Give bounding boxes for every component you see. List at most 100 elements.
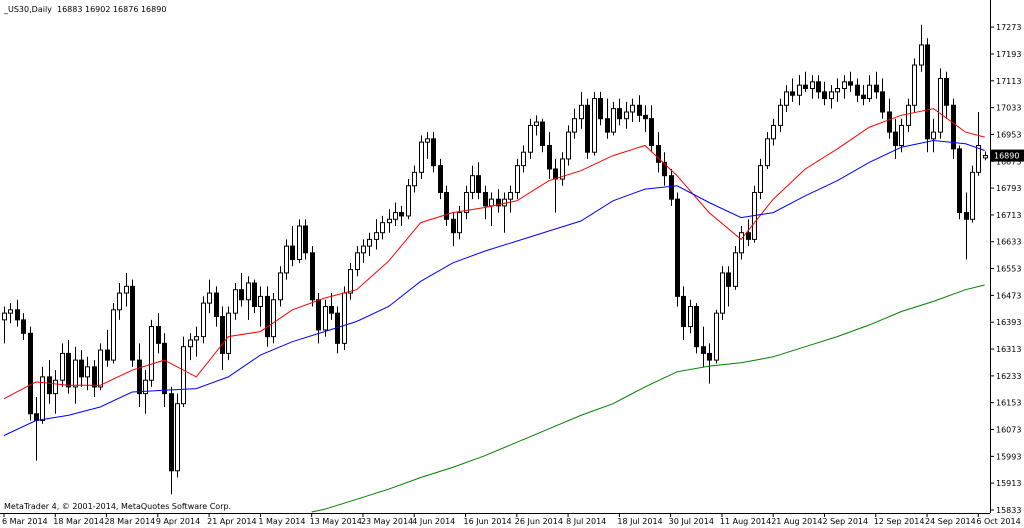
y-tick-label: 16313 xyxy=(996,345,1021,354)
x-tick-label: 6 Mar 2014 xyxy=(2,517,48,526)
y-tick-label: 16953 xyxy=(996,130,1021,139)
candle-body-up xyxy=(528,124,533,153)
x-tick-label: 2 Sep 2014 xyxy=(822,517,868,526)
candle-body-up xyxy=(867,84,872,100)
candle-body-up xyxy=(521,151,526,167)
candle-body-down xyxy=(265,295,270,338)
candle-body-up xyxy=(124,285,129,294)
candle-body-down xyxy=(790,91,795,96)
candle-body-up xyxy=(976,145,981,173)
candle-body-up xyxy=(508,191,513,200)
candle-body-down xyxy=(887,111,892,133)
candle-body-down xyxy=(585,104,590,153)
candle-body-down xyxy=(681,295,686,328)
y-tick-label: 16073 xyxy=(996,426,1021,435)
candle-body-down xyxy=(34,413,39,421)
candle-body-down xyxy=(431,138,436,167)
candle-body-up xyxy=(829,91,834,100)
candle-body-up xyxy=(899,124,904,147)
candle-body-up xyxy=(40,376,45,421)
candle-body-up xyxy=(8,309,13,314)
y-tick-label: 17113 xyxy=(996,77,1021,86)
candle-body-down xyxy=(848,81,853,86)
candle-body-down xyxy=(130,285,135,361)
candle-body-up xyxy=(771,124,776,140)
candle-body-down xyxy=(252,282,257,307)
candle-body-up xyxy=(98,349,103,388)
y-tick-label: 16473 xyxy=(996,291,1021,300)
candle-body-down xyxy=(15,309,20,321)
candle-body-up xyxy=(53,379,58,395)
candle-body-down xyxy=(964,212,969,220)
candle-body-up xyxy=(784,91,789,106)
y-tick-label: 16553 xyxy=(996,265,1021,274)
copyright: MetaTrader 4, © 2001-2014, MetaQuotes So… xyxy=(4,502,231,511)
candle-body-up xyxy=(983,155,988,159)
candle-body-down xyxy=(316,299,321,331)
moving-average xyxy=(3,108,985,400)
candle-body-up xyxy=(572,118,577,133)
candle-body-down xyxy=(451,218,456,234)
candle-body-down xyxy=(329,305,334,314)
candle-body-up xyxy=(502,198,507,207)
candle-body-down xyxy=(105,349,110,361)
candle-body-down xyxy=(476,175,481,193)
candle-body-up xyxy=(73,359,78,388)
plot-area xyxy=(2,24,988,513)
candle-body-up xyxy=(720,272,725,314)
candle-body-down xyxy=(816,81,821,93)
candle-body-down xyxy=(290,245,295,261)
candle-body-up xyxy=(714,312,719,361)
candle-body-down xyxy=(28,332,33,415)
candle-body-down xyxy=(669,175,674,200)
candle-body-up xyxy=(464,191,469,214)
candle-body-up xyxy=(457,212,462,234)
candle-body-up xyxy=(733,252,738,287)
candle-body-up xyxy=(387,218,392,224)
x-tick-label: 11 Aug 2014 xyxy=(720,517,771,526)
y-tick-label: 16233 xyxy=(996,372,1021,381)
candle-body-up xyxy=(323,305,328,331)
candle-body-up xyxy=(143,379,148,395)
candle-body-up xyxy=(630,104,635,113)
candle-body-down xyxy=(617,108,622,120)
candle-body-down xyxy=(79,359,84,378)
candle-body-up xyxy=(2,312,7,321)
candle-body-up xyxy=(739,232,744,254)
candle-body-up xyxy=(560,158,565,180)
candle-body-up xyxy=(297,225,302,261)
candle-body-down xyxy=(220,316,225,354)
candle-body-up xyxy=(380,222,385,234)
candle-body-down xyxy=(169,393,174,472)
candle-body-down xyxy=(553,168,558,180)
candle-body-down xyxy=(214,292,219,318)
y-tick-label: 16153 xyxy=(996,399,1021,408)
candle-body-up xyxy=(579,104,584,120)
candle-body-down xyxy=(540,121,545,147)
candle-body-up xyxy=(258,295,263,307)
candle-body-down xyxy=(637,104,642,116)
candle-body-up xyxy=(515,165,520,193)
moving-average xyxy=(311,284,985,513)
moving-average xyxy=(3,139,985,436)
x-tick-label: 23 May 2014 xyxy=(361,517,413,526)
candle-body-down xyxy=(874,84,879,93)
candle-body-down xyxy=(399,212,404,217)
candle-body-up xyxy=(361,245,366,254)
candle-body-up xyxy=(688,305,693,328)
x-tick-label: 30 Jul 2014 xyxy=(669,517,714,526)
x-tick-label: 28 Mar 2014 xyxy=(105,517,156,526)
candle-body-down xyxy=(156,326,161,344)
x-tick-label: 18 Mar 2014 xyxy=(53,517,104,526)
x-tick-label: 21 Apr 2014 xyxy=(207,517,256,526)
y-tick-label: 15913 xyxy=(996,479,1021,488)
candle-body-up xyxy=(233,289,238,314)
candle-body-up xyxy=(835,88,840,93)
candle-body-down xyxy=(310,252,315,301)
candle-body-down xyxy=(880,91,885,113)
candle-body-up xyxy=(355,252,360,271)
candle-body-up xyxy=(117,292,122,311)
candle-body-up xyxy=(912,64,917,106)
x-tick-label: 6 Oct 2014 xyxy=(976,517,1020,526)
candle-body-down xyxy=(483,191,488,207)
